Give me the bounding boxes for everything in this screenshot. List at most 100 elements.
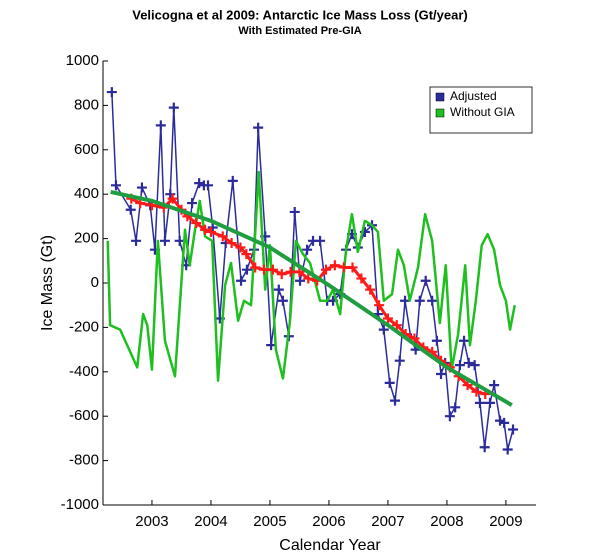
legend-swatch <box>435 108 445 118</box>
x-tick-label: 2009 <box>489 513 522 530</box>
marker <box>474 397 485 408</box>
marker <box>276 269 287 280</box>
marker <box>463 357 474 368</box>
marker <box>289 206 300 217</box>
legend-label: Adjusted <box>450 89 497 103</box>
marker <box>131 235 142 246</box>
marker <box>110 180 121 191</box>
x-tick-label: 2007 <box>371 513 404 530</box>
marker <box>499 417 510 428</box>
marker <box>356 273 367 284</box>
marker <box>391 320 402 331</box>
marker <box>462 380 473 391</box>
marker <box>205 226 216 237</box>
marker <box>125 204 136 215</box>
marker <box>374 300 385 311</box>
marker <box>444 411 455 422</box>
marker <box>159 235 170 246</box>
y-axis-label: Ice Mass (Gt) <box>39 235 56 331</box>
marker <box>454 360 465 371</box>
marker <box>295 275 306 286</box>
marker <box>235 242 246 253</box>
marker <box>365 284 376 295</box>
legend-label: Without GIA <box>450 105 515 119</box>
chart-subtitle: With Estimated Pre-GIA <box>238 25 361 37</box>
marker <box>267 264 278 275</box>
series-line <box>106 170 516 382</box>
marker <box>273 284 284 295</box>
y-tick-label: 1000 <box>66 52 99 69</box>
plot-area <box>106 87 518 455</box>
marker <box>200 224 211 235</box>
marker <box>471 386 482 397</box>
y-tick-label: -800 <box>69 452 99 469</box>
legend-box <box>429 86 533 134</box>
marker <box>479 442 490 453</box>
marker <box>420 275 431 286</box>
marker <box>303 273 314 284</box>
marker <box>217 231 228 242</box>
marker <box>259 264 270 275</box>
marker <box>459 335 470 346</box>
marker <box>191 218 202 229</box>
marker <box>302 244 313 255</box>
marker <box>285 266 296 277</box>
y-tick-label: -1000 <box>61 496 99 513</box>
series-line <box>110 190 513 407</box>
marker <box>207 222 218 233</box>
marker <box>489 380 500 391</box>
marker <box>469 360 480 371</box>
marker <box>241 249 252 260</box>
marker <box>436 369 447 380</box>
marker <box>320 264 331 275</box>
marker <box>414 295 425 306</box>
y-tick-label: -200 <box>69 318 99 335</box>
x-tick-label: 2005 <box>253 513 286 530</box>
legend-swatch <box>435 92 445 102</box>
marker <box>167 193 178 204</box>
marker <box>250 262 261 273</box>
marker <box>394 355 405 366</box>
y-tick-label: 800 <box>74 96 99 113</box>
x-tick-label: 2004 <box>194 513 227 530</box>
marker <box>329 260 340 271</box>
marker <box>241 264 252 275</box>
marker <box>427 295 438 306</box>
marker <box>384 377 395 388</box>
x-tick-label: 2008 <box>430 513 463 530</box>
marker <box>431 335 442 346</box>
marker <box>502 444 513 455</box>
x-tick-label: 2003 <box>135 513 168 530</box>
marker <box>227 175 238 186</box>
y-tick-label: 0 <box>91 274 99 291</box>
marker <box>194 178 205 189</box>
y-tick-label: 600 <box>74 141 99 158</box>
marker <box>253 122 264 133</box>
marker <box>347 262 358 273</box>
marker <box>168 102 179 113</box>
marker <box>484 397 495 408</box>
y-tick-label: -600 <box>69 407 99 424</box>
marker <box>136 182 147 193</box>
marker <box>315 235 326 246</box>
chart-title: Velicogna et al 2009: Antarctic Ice Mass… <box>132 7 468 22</box>
y-tick-label: 400 <box>74 185 99 202</box>
marker <box>226 238 237 249</box>
x-axis-label: Calendar Year <box>279 537 381 554</box>
marker <box>277 295 288 306</box>
marker <box>450 402 461 413</box>
x-tick-label: 2006 <box>312 513 345 530</box>
y-tick-label: -400 <box>69 363 99 380</box>
marker <box>155 120 166 131</box>
marker <box>236 275 247 286</box>
marker <box>390 395 401 406</box>
marker <box>507 424 518 435</box>
marker <box>378 324 389 335</box>
marker <box>203 180 214 191</box>
y-tick-label: 200 <box>74 230 99 247</box>
marker <box>187 198 198 209</box>
marker <box>382 313 393 324</box>
marker <box>400 295 411 306</box>
marker <box>106 87 117 98</box>
